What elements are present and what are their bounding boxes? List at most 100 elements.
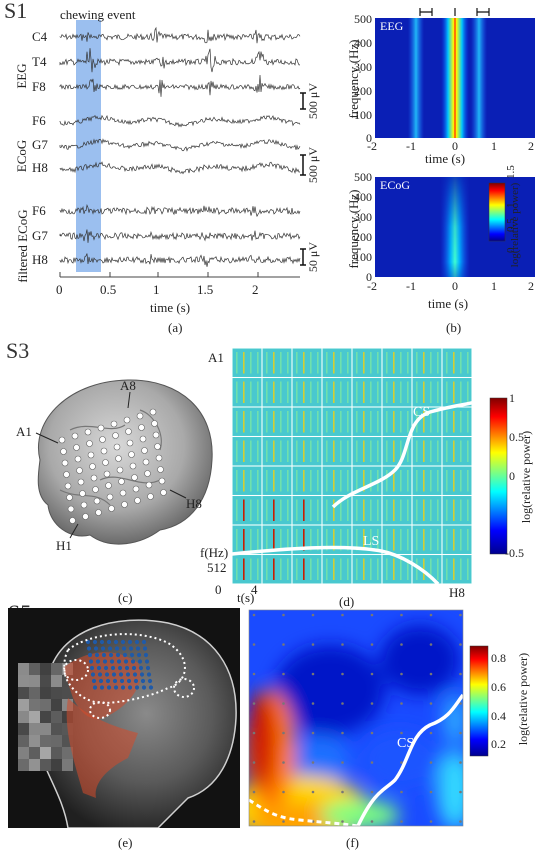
topomap-dot [282,731,285,735]
electrode-dot [93,497,101,505]
grid-cell-stripe [423,352,425,374]
grid-cell-stripe [303,470,305,492]
grid-cell [383,526,411,554]
mri-pixel-block [40,663,51,675]
grid-cell [233,526,261,554]
grid-cell-stripe [333,352,335,374]
grid-cell-stripe [356,558,358,580]
topomap-dot [459,613,462,617]
grid-cell [413,467,441,495]
mri-electrode-dot [114,646,120,651]
f-cbar-tick-04: 0.4 [491,709,506,723]
grid-cell-stripe [407,499,409,521]
electrode-dot [95,509,102,516]
grid-cell-stripe [333,529,335,551]
topomap-dot [370,761,374,764]
electrode-dot [66,494,73,501]
grid-cell-stripe [393,381,395,403]
mri-electrode-dot [127,685,133,690]
electrode-dot [128,451,135,458]
electrode-dot [131,474,138,481]
topomap-dot [400,790,403,794]
electrode-dot [103,470,111,478]
grid-cell-stripe [430,470,432,492]
topomap-dot [282,790,285,794]
topomap-dot [429,613,433,617]
grid-cell-stripe [273,470,275,492]
a8-pointer [127,391,131,409]
grid-cell-stripe [287,352,289,374]
topomap-dot [459,672,462,676]
mri-electrode-dot [145,665,151,671]
mri-electrode-dot [118,672,124,677]
grid-cell-stripe [416,529,418,551]
grid-cell [413,378,441,406]
topomap-dot [282,613,285,617]
electrode-dot [74,455,82,463]
grid-cell-stripe [430,411,432,433]
electrode-dot [123,416,131,424]
b-top-ytick-300: 300 [354,60,372,74]
grid-cell-stripe [317,499,319,521]
grid-cell-stripe [243,352,245,374]
grid-cell-stripe [303,381,305,403]
grid-cell-stripe [370,529,372,551]
mri-electrode-dot [102,659,108,664]
grid-cell-stripe [377,352,379,374]
grid-cell-stripe [250,558,252,580]
electrode-dot [139,435,147,443]
mri-electrode-dot [112,678,118,684]
mri-electrode-dot [116,659,122,664]
mri-pixel-block [29,699,40,711]
grid-cell-stripe [257,381,259,403]
grid-cell [413,349,441,377]
tick-a-05: 0.5 [100,282,117,297]
d-label-h8: H8 [449,585,465,600]
grid-cell-stripe [243,470,245,492]
grid-cell-stripe [317,381,319,403]
topomap-dot [429,790,433,794]
grid-cells [231,347,473,585]
grid-cell-stripe [407,381,409,403]
grid-cell-stripe [280,352,282,374]
grid-cell-stripe [310,352,312,374]
grid-cell-stripe [280,558,282,580]
grid-cell [353,349,381,377]
grid-cell-stripe [446,381,448,403]
electrode-dot [110,420,118,428]
mri-electrode-dot [140,678,146,684]
d-ls-label: LS [363,534,380,549]
grid-cell-stripe [266,381,268,403]
b-top-xtick-m1: -1 [406,139,416,153]
grid-cell-stripe [333,411,335,433]
mri-electrode-dot [122,652,128,658]
grid-cell-stripe [280,499,282,521]
mri-pixel-block [51,687,62,699]
tick-a-15: 1.5 [197,282,214,297]
topomap-dot [311,761,315,764]
grid-cell [263,555,291,583]
grid-cell [413,555,441,583]
grid-cell-stripe [280,381,282,403]
grid-cell-stripe [317,470,319,492]
mri-pixel-block [18,747,29,759]
grid-cell-stripe [347,529,349,551]
grid-cell-stripe [386,529,388,551]
mri-electrode-dot [134,639,140,645]
grid-cell-stripe [317,529,319,551]
mri-electrode-dot [89,665,95,671]
grid-cell-stripe [467,529,469,551]
electrode-dot [113,443,121,451]
panel-c-brain [35,379,213,545]
trace-ecog-h8 [59,161,301,175]
grid-cell-stripe [236,381,238,403]
mri-pixel-block [40,747,51,759]
grid-cell-stripe [257,352,259,374]
trace-eeg-t4 [59,48,300,73]
electrode-dot [112,432,119,439]
topomap-dot [341,761,344,764]
grid-cell-stripe [340,440,342,462]
grid-cell-stripe [356,440,358,462]
grid-cell-stripe [287,529,289,551]
mri-coverage-red-lower [66,698,138,798]
